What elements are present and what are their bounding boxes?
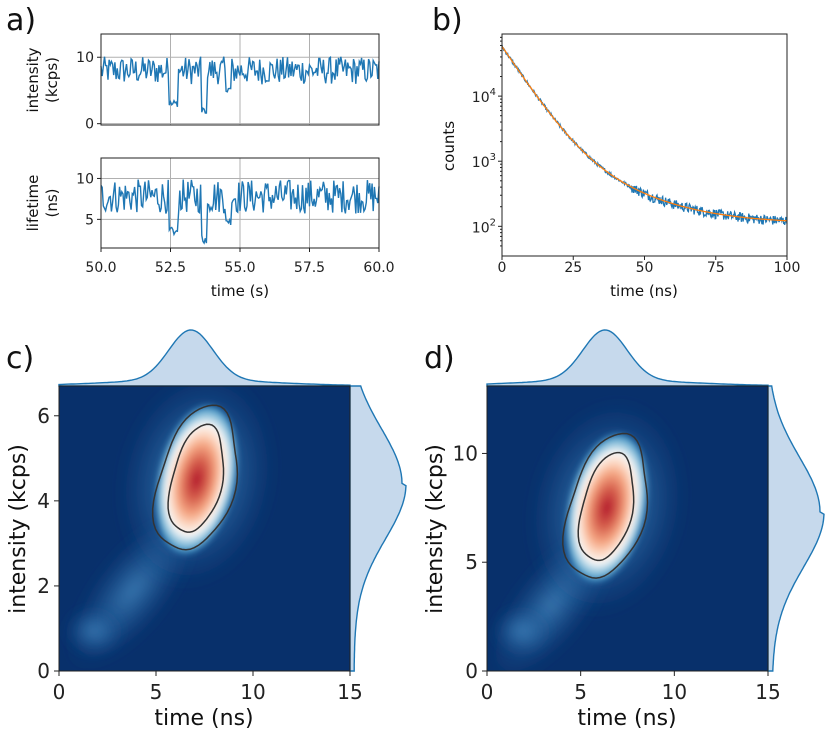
panel-label-b: b) (432, 3, 463, 38)
decay-ytick-1e2: 102 (472, 217, 496, 236)
decay-fit-series (501, 46, 788, 222)
decay-plot-frame (501, 33, 788, 257)
decay-ylabel: counts (440, 121, 458, 171)
decay-xtick-25: 25 (564, 260, 582, 276)
heatmap-c-marginal-x (58, 329, 351, 387)
heatmap-d-xlabel: time (ns) (577, 706, 676, 731)
heatmap-d-chart: 0 5 10 15 0 5 10 time (ns) intensity (kc… (423, 329, 825, 731)
decay-xlabel: time (ns) (610, 282, 678, 300)
heatmap-d-xtick-15: 15 (755, 680, 780, 704)
decay-data-series (501, 44, 788, 225)
heatmap-d-xtick-5: 5 (574, 680, 587, 704)
heatmap-d-marginal-y (767, 385, 825, 672)
heatmap-c-ytick-2: 2 (37, 574, 50, 598)
intensity-series-line (100, 55, 380, 114)
heatmap-d-ytick-0: 0 (465, 659, 478, 683)
lifetime-xtick-4: 60.0 (363, 260, 394, 276)
heatmap-c-contour-inner (167, 423, 225, 533)
heatmap-d-ytick-5: 5 (465, 550, 478, 574)
lifetime-ytick-5: 5 (85, 212, 94, 228)
panel-label-d: d) (424, 341, 455, 376)
heatmap-c-marginal-y (349, 385, 407, 672)
heatmap-c-xtick-10: 10 (240, 680, 265, 704)
heatmap-c-xlabel: time (ns) (154, 706, 253, 731)
decay-xtick-75: 75 (707, 260, 725, 276)
heatmap-c-ylabel: intensity (kcps) (6, 444, 31, 614)
lifetime-series-line (100, 179, 380, 245)
decay-ytick-1e3: 103 (472, 152, 496, 171)
heatmap-c-ytick-6: 6 (37, 404, 50, 428)
heatmap-d-contour-outer (562, 432, 649, 579)
decay-xtick-100: 100 (774, 260, 801, 276)
heatmap-c-density-corner (64, 606, 124, 656)
intensity-ylabel-line2: (kcps) (43, 57, 61, 103)
heatmap-c-xtick-0: 0 (53, 680, 66, 704)
lifetime-xtick-2: 55.0 (224, 260, 255, 276)
panel-label-a: a) (6, 3, 36, 38)
lifetime-xtick-0: 50.0 (85, 260, 116, 276)
heatmap-d-heatmap-density (487, 399, 687, 671)
heatmap-d-ylabel: intensity (kcps) (423, 444, 448, 614)
lifetime-ytick-10: 10 (76, 171, 94, 187)
heatmap-c-contour-outer (151, 404, 239, 551)
heatmap-c-chart: 0 5 10 15 0 2 4 6 time (ns) intensity (k… (6, 329, 407, 731)
heatmap-d-contour-inner (577, 451, 635, 562)
intensity-plot-frame (100, 33, 380, 126)
heatmap-d-xtick-0: 0 (481, 680, 494, 704)
lifetime-ylabel-line2: (ns) (43, 188, 61, 217)
heatmap-d-ytick-10: 10 (453, 441, 478, 465)
intensity-trace-chart: 0 10 intensity (kcps) (24, 33, 380, 133)
intensity-ylabel-line1: intensity (24, 47, 42, 112)
decay-xtick-50: 50 (636, 260, 654, 276)
heatmap-d-density-core (564, 431, 650, 585)
decay-ytick-1e4: 104 (472, 87, 496, 106)
decay-chart: 0 25 50 75 100 102 103 104 time (ns) cou… (440, 33, 801, 300)
intensity-ytick-0: 0 (85, 117, 94, 133)
lifetime-xtick-3: 57.5 (294, 260, 325, 276)
heatmap-d-density-corner (492, 606, 552, 656)
intensity-ytick-10: 10 (76, 50, 94, 66)
heatmap-c-ytick-0: 0 (37, 659, 50, 683)
heatmap-c-heatmap-density (64, 386, 277, 669)
heatmap-c-density-core (154, 402, 240, 557)
heatmap-c-xtick-5: 5 (150, 680, 163, 704)
decay-xtick-0: 0 (498, 260, 507, 276)
lifetime-xlabel: time (s) (211, 282, 269, 300)
heatmap-d-marginal-x (486, 329, 769, 387)
heatmap-d-xtick-10: 10 (662, 680, 687, 704)
heatmap-c-xtick-15: 15 (337, 680, 362, 704)
lifetime-ylabel-line1: lifetime (24, 175, 42, 232)
panel-label-c: c) (6, 341, 34, 376)
heatmap-d-heatmap-frame (486, 385, 769, 672)
lifetime-trace-chart: 5 10 50.0 52.5 55.0 57.5 60.0 time (s) l… (24, 157, 395, 300)
lifetime-xtick-1: 52.5 (155, 260, 186, 276)
heatmap-c-ytick-4: 4 (37, 489, 50, 513)
heatmap-c-heatmap-frame (58, 385, 351, 672)
